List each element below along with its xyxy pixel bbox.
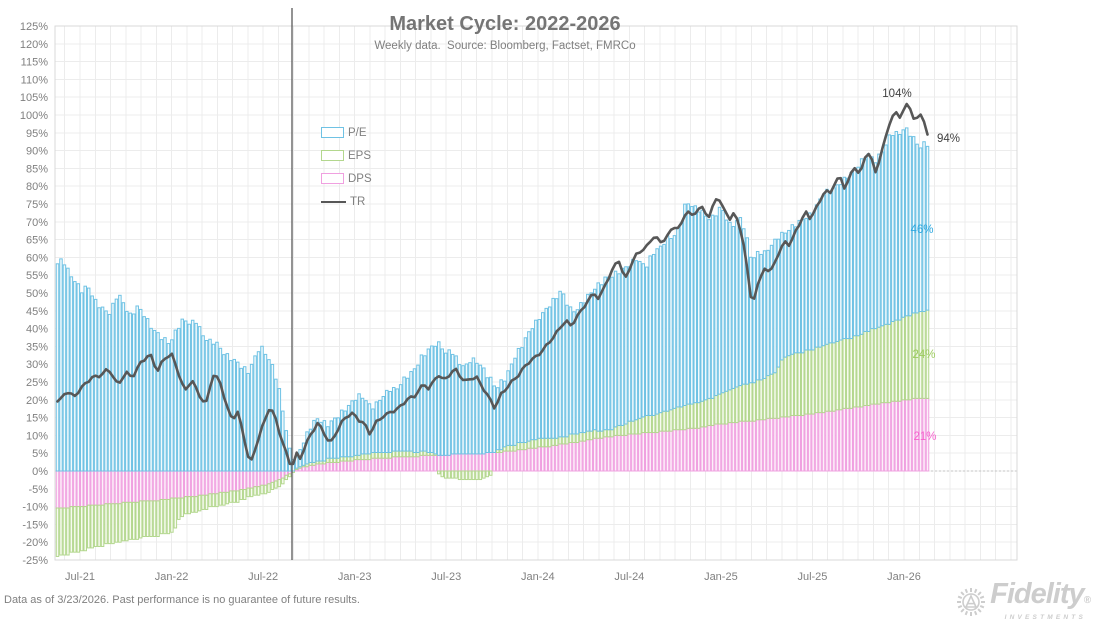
y-tick-label: 30% xyxy=(26,359,48,371)
legend-label-pe: P/E xyxy=(348,126,367,139)
disclaimer-text: Data as of 3/23/2026. Past performance i… xyxy=(4,594,360,606)
dps-swatch-icon xyxy=(321,173,344,184)
y-tick-label: 15% xyxy=(26,413,48,425)
fidelity-sun-icon xyxy=(957,587,986,616)
tr-line xyxy=(56,102,929,466)
y-tick-label: 80% xyxy=(26,181,48,193)
y-tick-label: 0% xyxy=(32,466,48,478)
y-tick-label: 75% xyxy=(26,199,48,211)
y-tick-label: 40% xyxy=(26,324,48,336)
legend-item-dps: DPS xyxy=(321,167,372,190)
fidelity-logo: Fidelity® INVESTMENTS xyxy=(954,580,1091,622)
x-tick-label: Jul-21 xyxy=(65,571,95,583)
y-tick-label: 20% xyxy=(26,395,48,407)
y-tick-label: -5% xyxy=(28,484,48,496)
fidelity-name: Fidelity xyxy=(990,578,1085,610)
x-tick-label: Jan-23 xyxy=(338,571,372,583)
legend: P/E EPS DPS TR xyxy=(321,121,372,213)
legend-item-pe: P/E xyxy=(321,121,372,144)
annotation-21%: 21% xyxy=(913,431,936,443)
y-tick-label: -15% xyxy=(22,519,48,531)
y-tick-label: 70% xyxy=(26,217,48,229)
eps-swatch-icon xyxy=(321,150,344,161)
y-tick-label: 120% xyxy=(20,39,48,51)
x-tick-label: Jul-24 xyxy=(614,571,644,583)
y-tick-label: 65% xyxy=(26,235,48,247)
pe-swatch-icon xyxy=(321,127,344,138)
annotation-46%: 46% xyxy=(910,224,933,236)
y-tick-label: 60% xyxy=(26,252,48,264)
y-tick-label: 50% xyxy=(26,288,48,300)
legend-item-tr: TR xyxy=(321,190,372,213)
y-tick-label: 90% xyxy=(26,146,48,158)
y-tick-label: 125% xyxy=(20,21,48,33)
legend-label-eps: EPS xyxy=(348,149,372,162)
y-tick-label: 45% xyxy=(26,306,48,318)
chart-title: Market Cycle: 2022-2026 xyxy=(389,13,621,35)
y-tick-label: 95% xyxy=(26,128,48,140)
y-tick-label: -10% xyxy=(22,502,48,514)
y-tick-label: -20% xyxy=(22,537,48,549)
y-tick-label: 110% xyxy=(21,74,49,86)
annotation-94%: 94% xyxy=(937,133,960,145)
chart-subtitle: Weekly data. Source: Bloomberg, Factset,… xyxy=(374,40,636,52)
x-tick-label: Jul-25 xyxy=(797,571,827,583)
y-tick-label: -25% xyxy=(22,555,48,567)
y-tick-label: 25% xyxy=(26,377,48,389)
x-tick-label: Jan-25 xyxy=(704,571,738,583)
annotation-24%: 24% xyxy=(912,349,935,361)
x-tick-label: Jan-24 xyxy=(521,571,555,583)
y-tick-label: 35% xyxy=(26,341,48,353)
y-tick-label: 5% xyxy=(32,448,48,460)
y-tick-label: 85% xyxy=(26,163,48,175)
legend-label-tr: TR xyxy=(350,195,366,208)
registered-mark: ® xyxy=(1083,595,1091,606)
y-tick-label: 10% xyxy=(26,430,48,442)
y-tick-label: 55% xyxy=(26,270,48,282)
x-tick-label: Jan-22 xyxy=(155,571,189,583)
tr-line-swatch-icon xyxy=(321,200,346,203)
y-tick-label: 115% xyxy=(21,57,49,69)
x-tick-label: Jul-22 xyxy=(248,571,278,583)
legend-item-eps: EPS xyxy=(321,144,372,167)
y-tick-label: 100% xyxy=(20,110,48,122)
overlays xyxy=(56,8,929,560)
annotation-104%: 104% xyxy=(882,88,911,100)
legend-label-dps: DPS xyxy=(348,172,372,185)
x-tick-label: Jul-23 xyxy=(431,571,461,583)
y-tick-label: 105% xyxy=(20,92,48,104)
x-tick-label: Jan-26 xyxy=(887,571,921,583)
fidelity-investments-label: INVESTMENTS xyxy=(1004,614,1086,621)
axis-tick-labels: 125% 120% 115% 110% 105% 100% 95% 90% 85% 80% 75% 7… xyxy=(20,21,921,583)
fidelity-wordmark: Fidelity® INVESTMENTS xyxy=(990,580,1091,622)
